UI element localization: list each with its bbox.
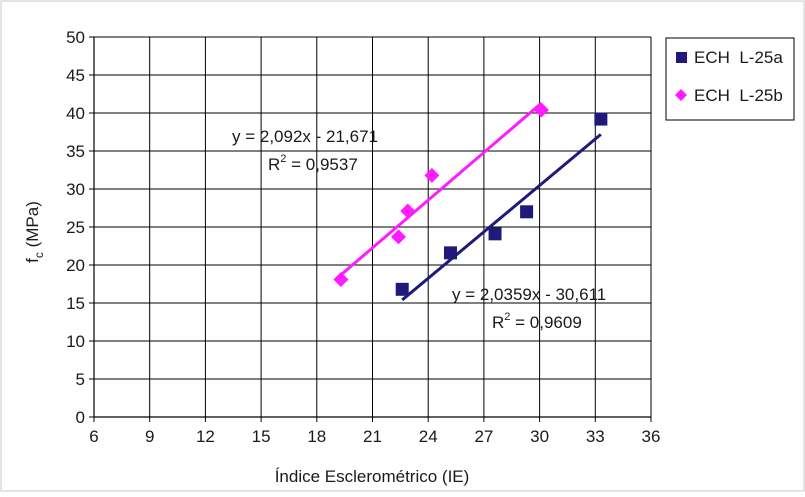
legend-label-l25a: ECH L-25a (694, 48, 783, 67)
trendlines (339, 101, 602, 302)
data-point-l25a (395, 282, 409, 296)
legend-label-l25b: ECH L-25b (694, 86, 783, 105)
r2-label-l25b: R2 = 0,9537 (268, 153, 358, 174)
data-point-l25a (520, 205, 534, 219)
y-tick-label: 50 (66, 28, 85, 47)
x-tick-label: 15 (252, 427, 271, 446)
legend-marker-l25a (676, 52, 687, 63)
y-tick-label: 20 (66, 256, 85, 275)
x-tick-label: 24 (419, 427, 438, 446)
y-tick-label: 10 (66, 332, 85, 351)
y-tick-label: 40 (66, 104, 85, 123)
y-tick-label: 5 (76, 370, 85, 389)
x-tick-label: 12 (196, 427, 215, 446)
y-axis-title: fc (MPa) (23, 201, 46, 263)
x-tick-label: 36 (642, 427, 661, 446)
y-tick-label: 35 (66, 142, 85, 161)
data-point-l25a (443, 246, 457, 260)
axes: 0 5 10 15 20 25 30 35 40 45 50 6 9 12 15 18 21 24 27 30 33 36 (66, 28, 660, 446)
data-point-l25b (400, 203, 416, 219)
x-tick-label: 27 (474, 427, 493, 446)
data-point-l25b (333, 271, 349, 287)
legend: ECH L-25a ECH L-25b (665, 37, 795, 121)
y-tick-label: 30 (66, 180, 85, 199)
x-tick-label: 30 (530, 427, 549, 446)
x-axis-title: Índice Esclerométrico (IE) (275, 467, 470, 486)
y-tick-label: 0 (76, 408, 85, 427)
trendline-l25b (339, 101, 543, 276)
x-tick-label: 33 (586, 427, 605, 446)
data-point-l25a (488, 227, 502, 241)
y-tick-label: 45 (66, 66, 85, 85)
x-tick-label: 21 (363, 427, 382, 446)
data-point-l25b (390, 229, 406, 245)
trendline-l25a (401, 133, 602, 302)
legend-marker-l25b (675, 89, 687, 101)
equation-label-l25a: y = 2,0359x - 30,611 (452, 285, 606, 304)
x-tick-label: 6 (89, 427, 98, 446)
data-point-l25a (594, 112, 608, 126)
data-point-l25b (533, 102, 549, 118)
y-tick-label: 25 (66, 218, 85, 237)
x-tick-label: 18 (307, 427, 326, 446)
legend-box (665, 37, 795, 121)
data-points (333, 102, 608, 296)
equation-label-l25b: y = 2,092x - 21,671 (232, 127, 378, 146)
r2-label-l25a: R2 = 0,9609 (492, 311, 582, 332)
data-point-l25b (424, 167, 440, 183)
y-tick-label: 15 (66, 294, 85, 313)
x-tick-label: 9 (145, 427, 154, 446)
